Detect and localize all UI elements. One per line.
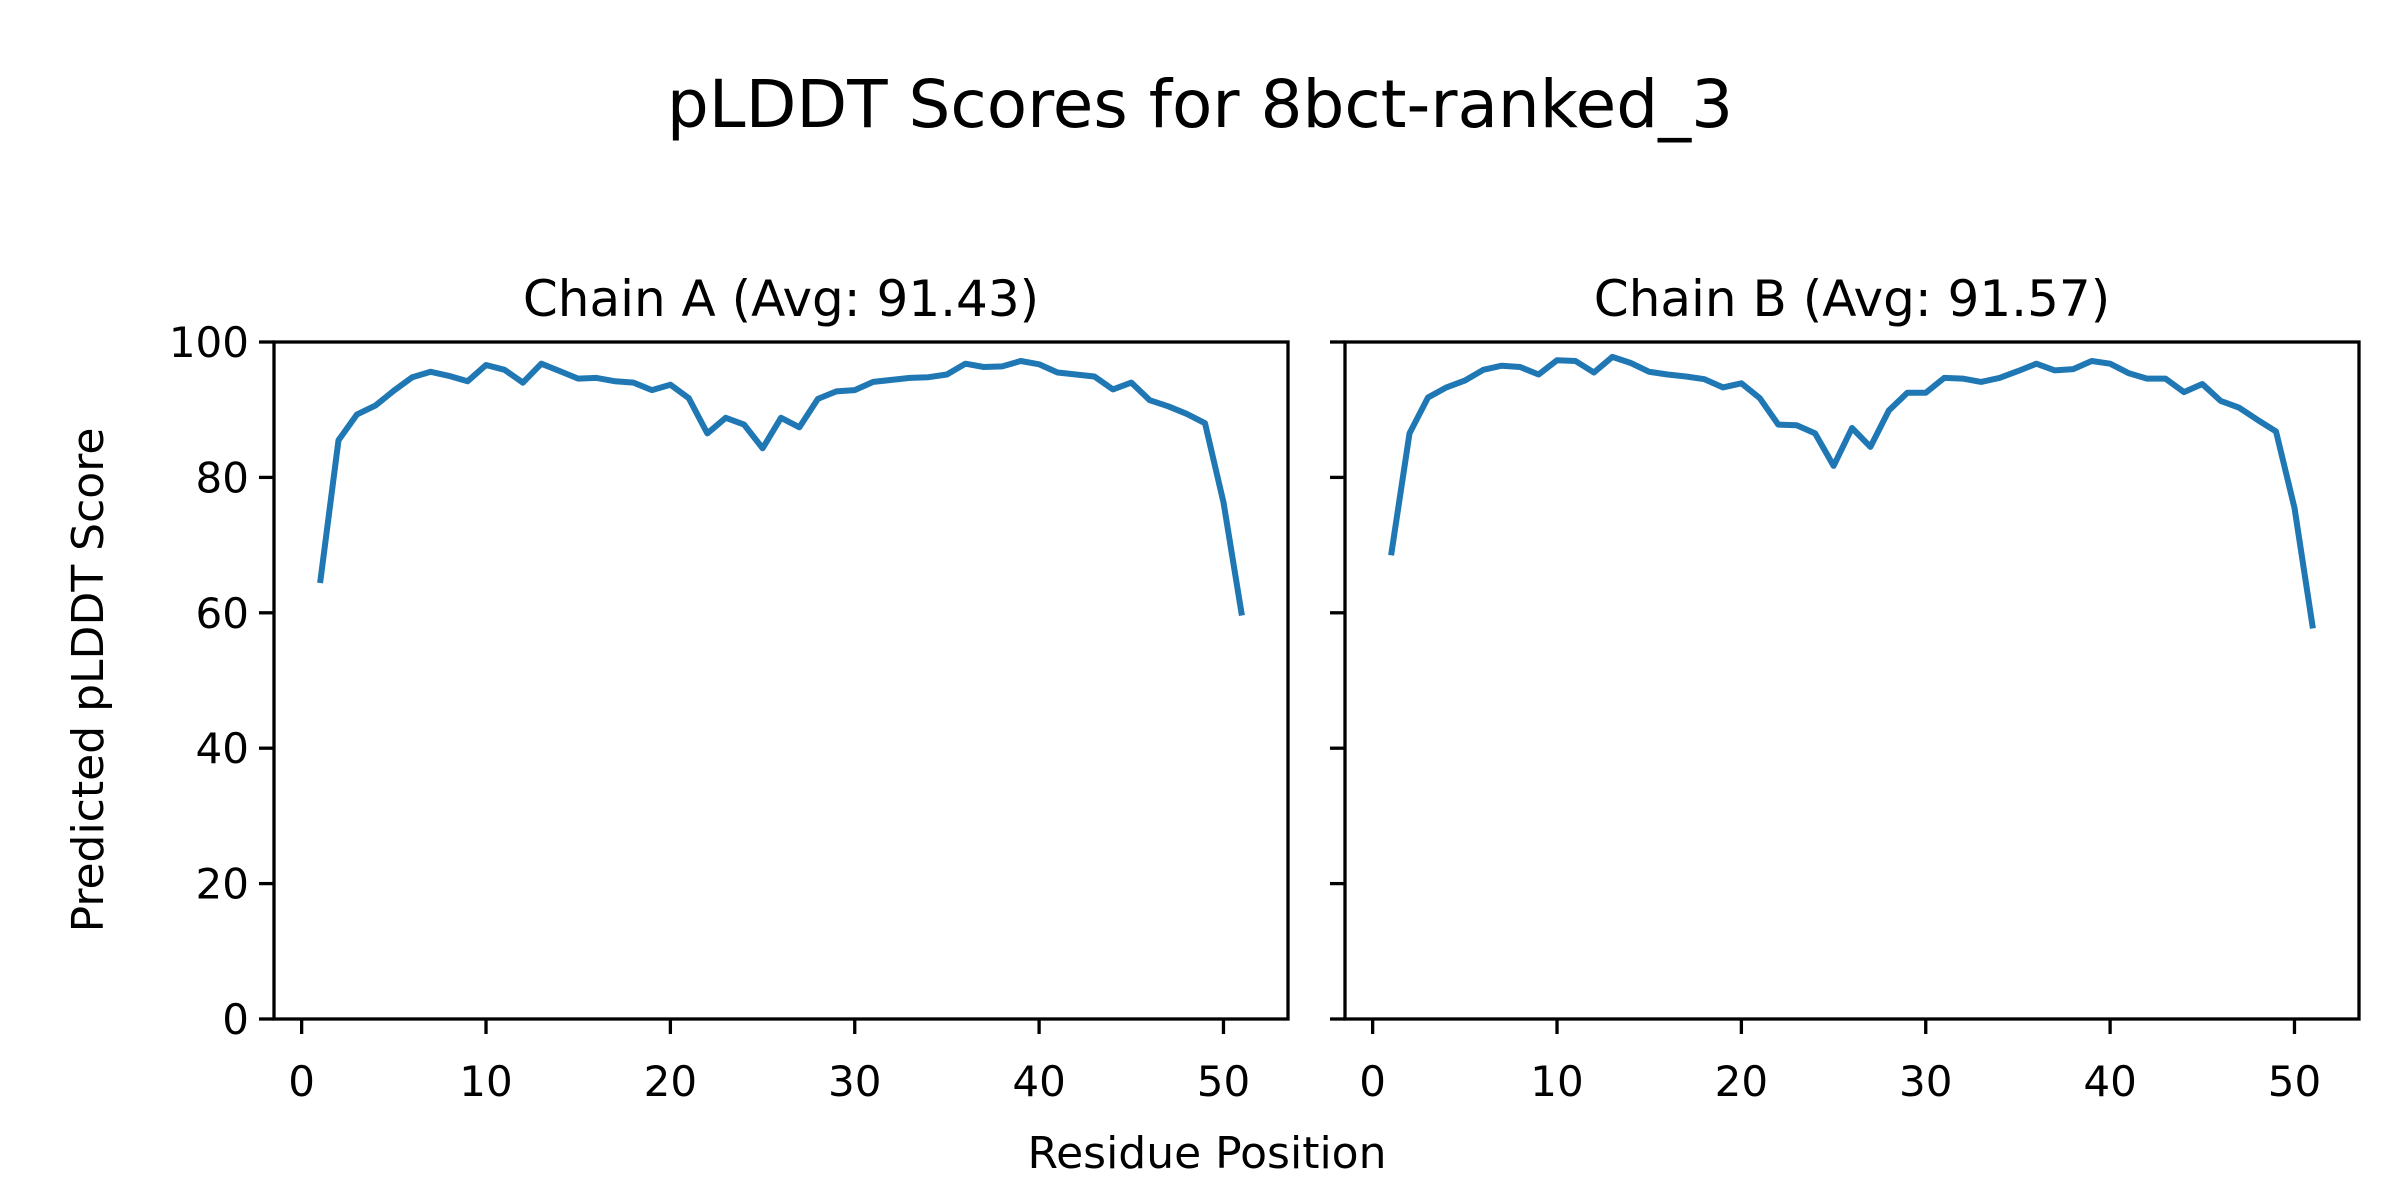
y-tick-label: 80 — [196, 453, 249, 502]
figure-title: pLDDT Scores for 8bct-ranked_3 — [667, 66, 1733, 143]
x-tick-label: 40 — [2083, 1057, 2136, 1106]
y-tick-label: 20 — [196, 860, 249, 909]
x-tick-label: 50 — [2268, 1057, 2321, 1106]
chart-b-title: Chain B (Avg: 91.57) — [1594, 270, 2110, 328]
plddt-line-chain-a — [317, 358, 1245, 616]
x-tick-label: 0 — [288, 1057, 315, 1106]
x-tick-label: 20 — [1715, 1057, 1768, 1106]
x-tick-label: 30 — [828, 1057, 881, 1106]
plddt-line-chain-b — [1388, 353, 2316, 629]
x-tick-label: 30 — [1899, 1057, 1952, 1106]
chart-b: Chain B (Avg: 91.57) 0 10 20 30 40 50 — [1330, 270, 2361, 1106]
chart-a-yticks: 0 20 40 60 80 100 — [169, 318, 274, 1044]
y-tick-label: 40 — [196, 724, 249, 773]
x-tick-label: 20 — [644, 1057, 697, 1106]
x-tick-label: 10 — [1530, 1057, 1583, 1106]
chart-a-axes-box — [272, 340, 1290, 1021]
y-axis-label: Predicted pLDDT Score — [63, 428, 114, 933]
x-tick-label: 0 — [1359, 1057, 1386, 1106]
chart-b-axes-box — [1343, 340, 2361, 1021]
y-tick-label: 60 — [196, 589, 249, 638]
x-tick-label: 10 — [459, 1057, 512, 1106]
y-tick-label: 0 — [222, 995, 249, 1044]
x-tick-label: 50 — [1197, 1057, 1250, 1106]
x-tick-label: 40 — [1012, 1057, 1065, 1106]
chart-b-yticks — [1330, 340, 1345, 1021]
y-tick-label: 100 — [169, 318, 249, 367]
chart-a-xticks: 0 10 20 30 40 50 — [288, 1019, 1250, 1106]
chart-a-title: Chain A (Avg: 91.43) — [523, 270, 1039, 328]
chart-b-xticks: 0 10 20 30 40 50 — [1359, 1019, 2321, 1106]
x-axis-label: Residue Position — [1027, 1128, 1386, 1179]
chart-a: Chain A (Avg: 91.43) 0 20 40 60 80 100 0 10 20 3… — [169, 270, 1290, 1106]
